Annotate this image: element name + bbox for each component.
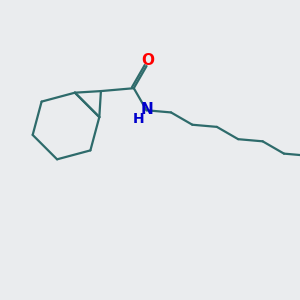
Text: O: O [142, 53, 154, 68]
Text: N: N [140, 102, 153, 117]
Text: H: H [132, 112, 144, 126]
